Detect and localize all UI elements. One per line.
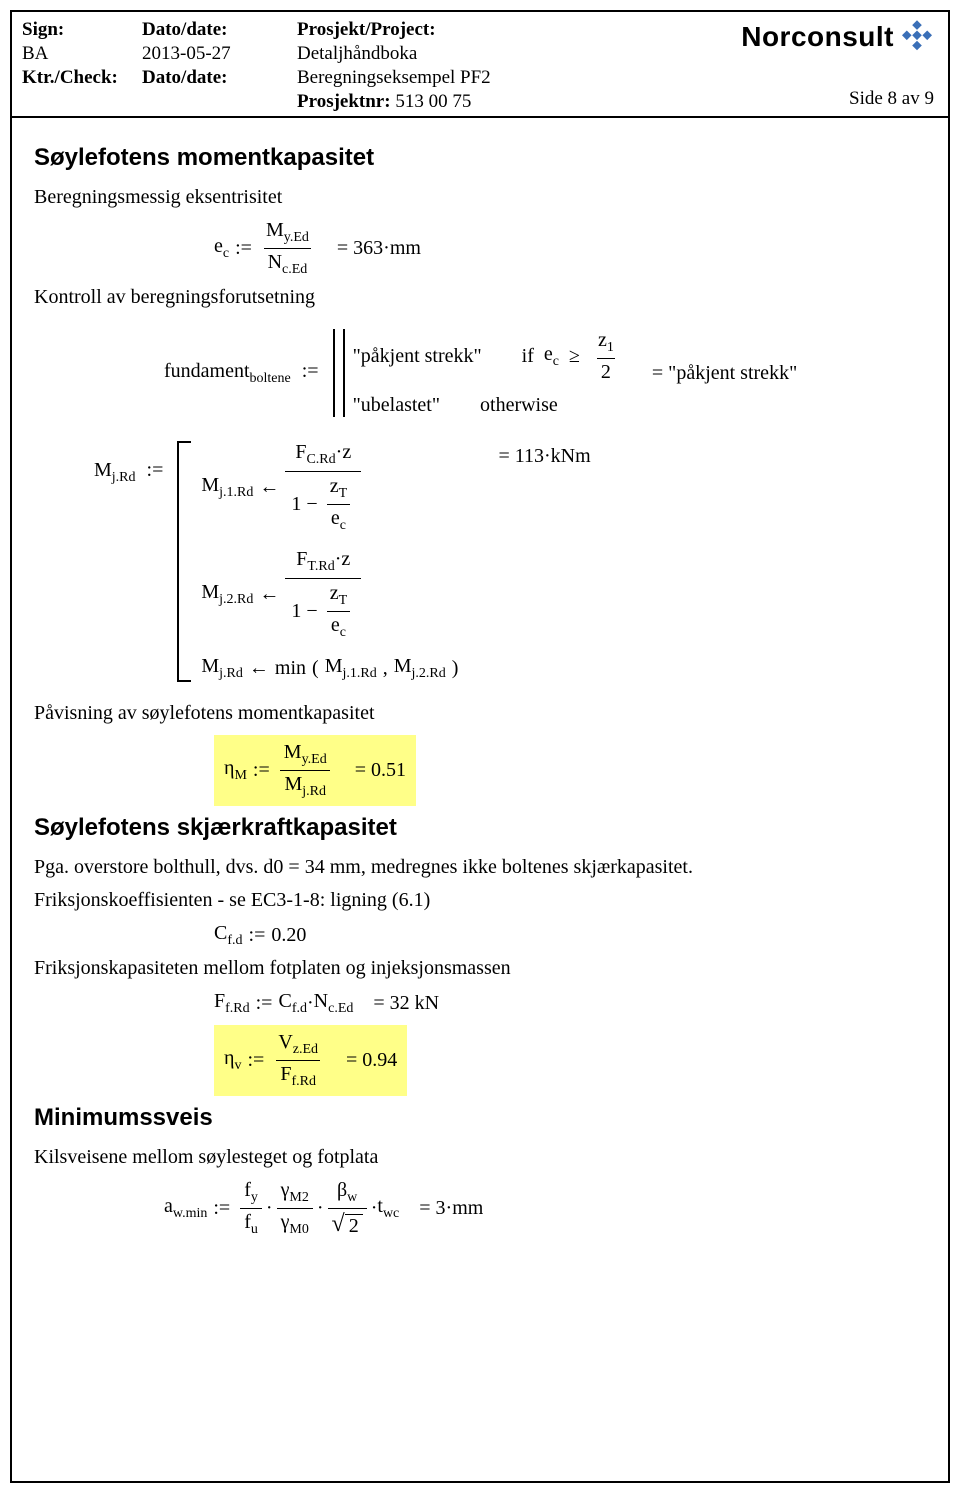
mjrd-line-2: Mj.2.Rd ← FT.Rd·z 1 − zT ec	[201, 548, 458, 641]
hdr-date-label-1: Dato/date:	[142, 18, 297, 42]
header-row-3: Ktr./Check: Dato/date: Beregningseksempe…	[22, 66, 938, 90]
para-eccentricity: Beregningsmessig eksentrisitet	[34, 186, 926, 209]
eq-fundament: fundamentboltene := "påkjent strekk" if …	[164, 329, 622, 417]
eq-mjrd: Mj.Rd := Mj.1.Rd ← FC.Rd·z 1 − zT ec	[94, 441, 458, 682]
mjrd-body: Mj.1.Rd ← FC.Rd·z 1 − zT ec	[201, 441, 458, 682]
logo-text: Norconsult	[741, 21, 894, 53]
mjrd-result: = 113·kNm	[498, 427, 590, 468]
hdr-projnum-value: 513 00 75	[395, 91, 471, 112]
eq-mjrd-wrap: Mj.Rd := Mj.1.Rd ← FC.Rd·z 1 − zT ec	[34, 427, 926, 696]
hdr-check-label: Ktr./Check:	[22, 66, 142, 90]
hdr-projnum-label: Prosjektnr:	[297, 91, 391, 112]
fund-case-2: "ubelastet" otherwise	[353, 394, 622, 417]
fund-cases: "påkjent strekk" if ec ≥ z1 2 "ubelastet…	[353, 329, 622, 417]
eq-fundament-wrap: fundamentboltene := "påkjent strekk" if …	[34, 319, 926, 427]
hdr-example-value: Beregningseksempel PF2	[297, 66, 938, 90]
header-box: Sign: Dato/date: Prosjekt/Project: BA 20…	[10, 10, 950, 118]
section-heading-moment: Søylefotens momentkapasitet	[34, 144, 926, 172]
header-row-4: Prosjektnr: 513 00 75	[22, 90, 938, 114]
hdr-date-value-1: 2013-05-27	[142, 42, 297, 66]
mjrd-brace	[177, 441, 191, 682]
para-weld: Kilsveisene mellom søylesteget og fotpla…	[34, 1146, 926, 1169]
mjrd-line-1: Mj.1.Rd ← FC.Rd·z 1 − zT ec	[201, 441, 458, 534]
hdr-date-label-2: Dato/date:	[142, 66, 297, 90]
mjrd-line-3: Mj.Rd ← min ( Mj.1.Rd , Mj.2.Rd )	[201, 655, 458, 682]
para-control: Kontroll av beregningsforutsetning	[34, 286, 926, 309]
content-box: Søylefotens momentkapasitet Beregningsme…	[10, 118, 950, 1483]
para-friction-coef: Friksjonskoeffisienten - se EC3-1-8: lig…	[34, 889, 926, 912]
eq-ffrd: Ff.Rd := Cf.d · Nc.Ed = 32 kN	[214, 990, 926, 1017]
section-heading-weld: Minimumssveis	[34, 1104, 926, 1132]
eq-etav: ηv := Vz.Ed Ff.Rd = 0.94	[214, 1025, 926, 1096]
para-verify-moment: Påvisning av søylefotens momentkapasitet	[34, 702, 926, 725]
ec-frac: My.Ed Nc.Ed	[262, 219, 313, 278]
section-heading-shear: Søylefotens skjærkraftkapasitet	[34, 814, 926, 842]
logo-diamonds-icon	[900, 20, 934, 54]
fund-case-1: "påkjent strekk" if ec ≥ z1 2	[353, 329, 622, 384]
page-number: Side 8 av 9	[849, 88, 934, 110]
ec-assign: :=	[235, 237, 252, 260]
eq-cfd: Cf.d := 0.20	[214, 922, 926, 949]
para-friction-cap: Friksjonskapasiteten mellom fotplaten og…	[34, 957, 926, 980]
para-bolthole: Pga. overstore bolthull, dvs. d0 = 34 mm…	[34, 856, 926, 879]
ec-result: = 363·mm	[337, 237, 421, 260]
eq-etaM: ηM := My.Ed Mj.Rd = 0.51	[214, 735, 926, 806]
eq-ec: ec := My.Ed Nc.Ed = 363·mm	[214, 219, 926, 278]
logo: Norconsult	[741, 20, 934, 54]
hdr-sign-label: Sign:	[22, 18, 142, 42]
ec-var: ec	[214, 235, 229, 262]
etav-highlight: ηv := Vz.Ed Ff.Rd = 0.94	[214, 1025, 407, 1096]
mjrd-lhs: Mj.Rd :=	[94, 441, 177, 486]
eq-awmin: aw.min := fy fu · γM2 γM0 · βw √2 · twc …	[164, 1179, 926, 1238]
fund-lhs: fundamentboltene :=	[164, 360, 325, 387]
fund-result: = "påkjent strekk"	[652, 362, 797, 385]
etaM-highlight: ηM := My.Ed Mj.Rd = 0.51	[214, 735, 416, 806]
hdr-sign-value: BA	[22, 42, 142, 66]
